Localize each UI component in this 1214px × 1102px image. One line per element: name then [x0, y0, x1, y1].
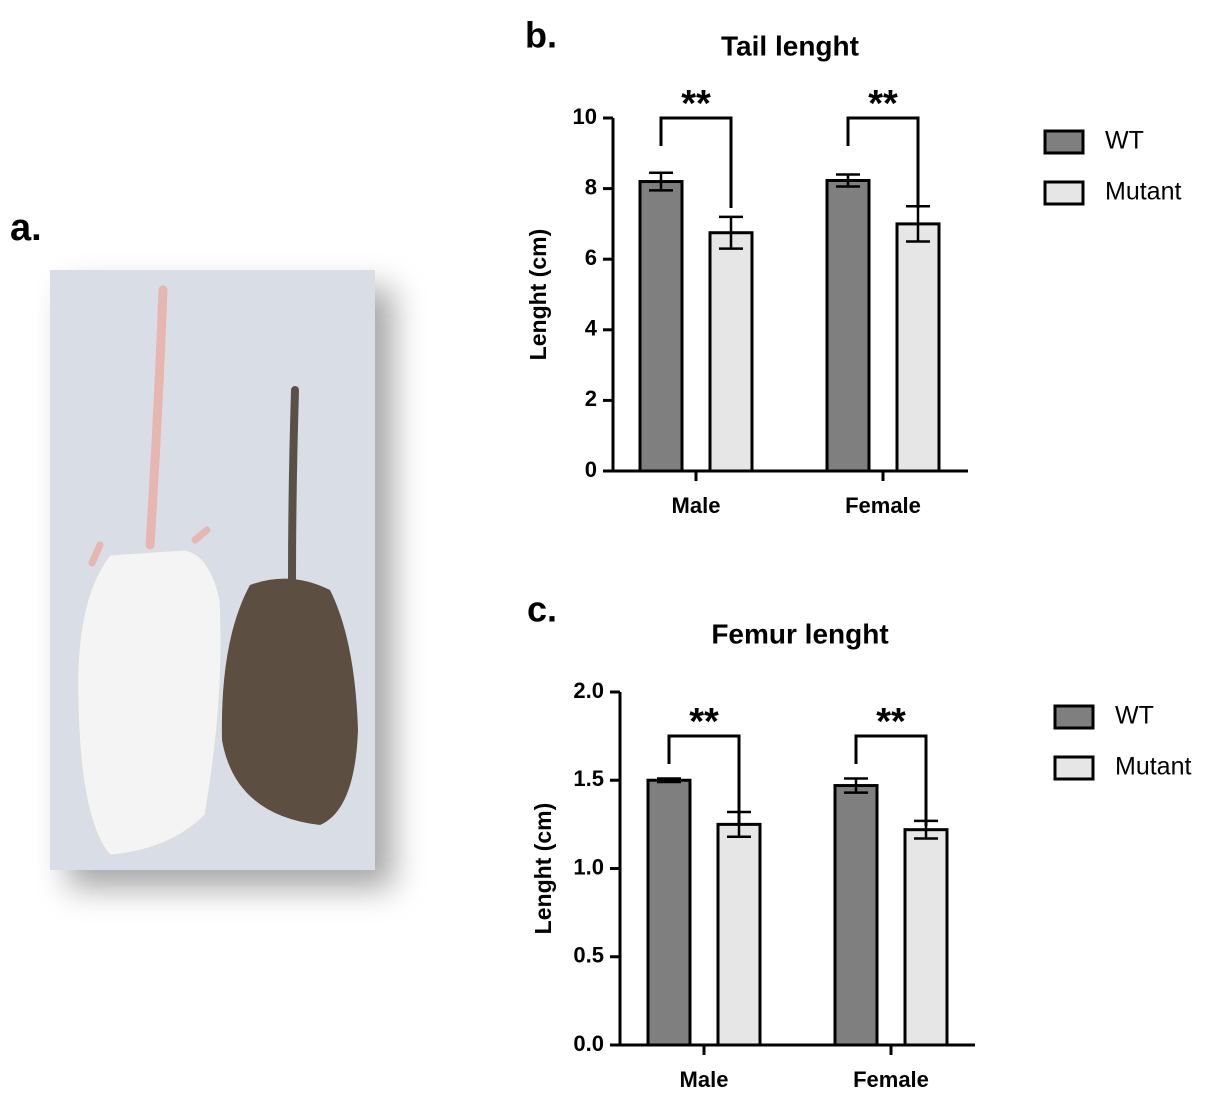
panel-label: c. [527, 589, 557, 630]
chart-title: Femur lenght [711, 618, 888, 649]
y-tick-label: 6 [585, 245, 597, 270]
bar [646, 778, 692, 1047]
y-axis-label: Lenght (cm) [525, 229, 551, 361]
bar [716, 822, 762, 1047]
x-tick-label: Female [853, 1067, 929, 1092]
legend-label: Mutant [1115, 753, 1191, 781]
legend-swatch [1053, 704, 1095, 730]
significance-label: ** [876, 701, 906, 743]
error-bar [657, 777, 681, 784]
significance-bracket [667, 734, 741, 826]
chart-title: Tail lenght [721, 30, 859, 61]
legend-swatch [1043, 180, 1085, 206]
error-bar [649, 171, 673, 192]
y-tick-label: 4 [585, 316, 598, 341]
legend-label: WT [1115, 702, 1154, 730]
y-tick-label: 2 [585, 386, 597, 411]
panel-label: a. [10, 207, 42, 249]
significance-bracket [659, 116, 733, 208]
error-bar [836, 173, 860, 188]
x-tick-label: Male [672, 493, 721, 518]
significance-label: ** [689, 701, 719, 743]
y-tick-label: 1.5 [573, 766, 604, 791]
panel-label: b. [525, 15, 557, 56]
bar [895, 222, 941, 473]
x-tick-label: Female [845, 493, 921, 518]
bar [833, 784, 879, 1047]
legend-swatch [1043, 129, 1085, 155]
y-tick-label: 1.0 [573, 854, 604, 879]
x-tick-label: Male [680, 1067, 729, 1092]
y-tick-label: 10 [573, 104, 597, 129]
error-bar [719, 215, 743, 250]
bar [708, 231, 754, 473]
y-tick-label: 0.0 [573, 1031, 604, 1056]
y-axis-label: Lenght (cm) [530, 803, 556, 935]
significance-label: ** [868, 83, 898, 125]
y-tick-label: 2.0 [573, 678, 604, 703]
significance-bracket [846, 116, 920, 208]
mouse-photo [50, 270, 375, 870]
error-bar [844, 777, 868, 794]
bar [903, 828, 949, 1047]
bar [825, 178, 871, 473]
y-tick-label: 0.5 [573, 943, 604, 968]
legend-label: WT [1105, 127, 1144, 155]
bar [638, 180, 684, 473]
legend-swatch [1053, 755, 1095, 781]
significance-label: ** [681, 83, 711, 125]
y-tick-label: 0 [585, 457, 597, 482]
legend-label: Mutant [1105, 178, 1181, 206]
significance-bracket [854, 734, 928, 826]
y-tick-label: 8 [585, 174, 597, 199]
